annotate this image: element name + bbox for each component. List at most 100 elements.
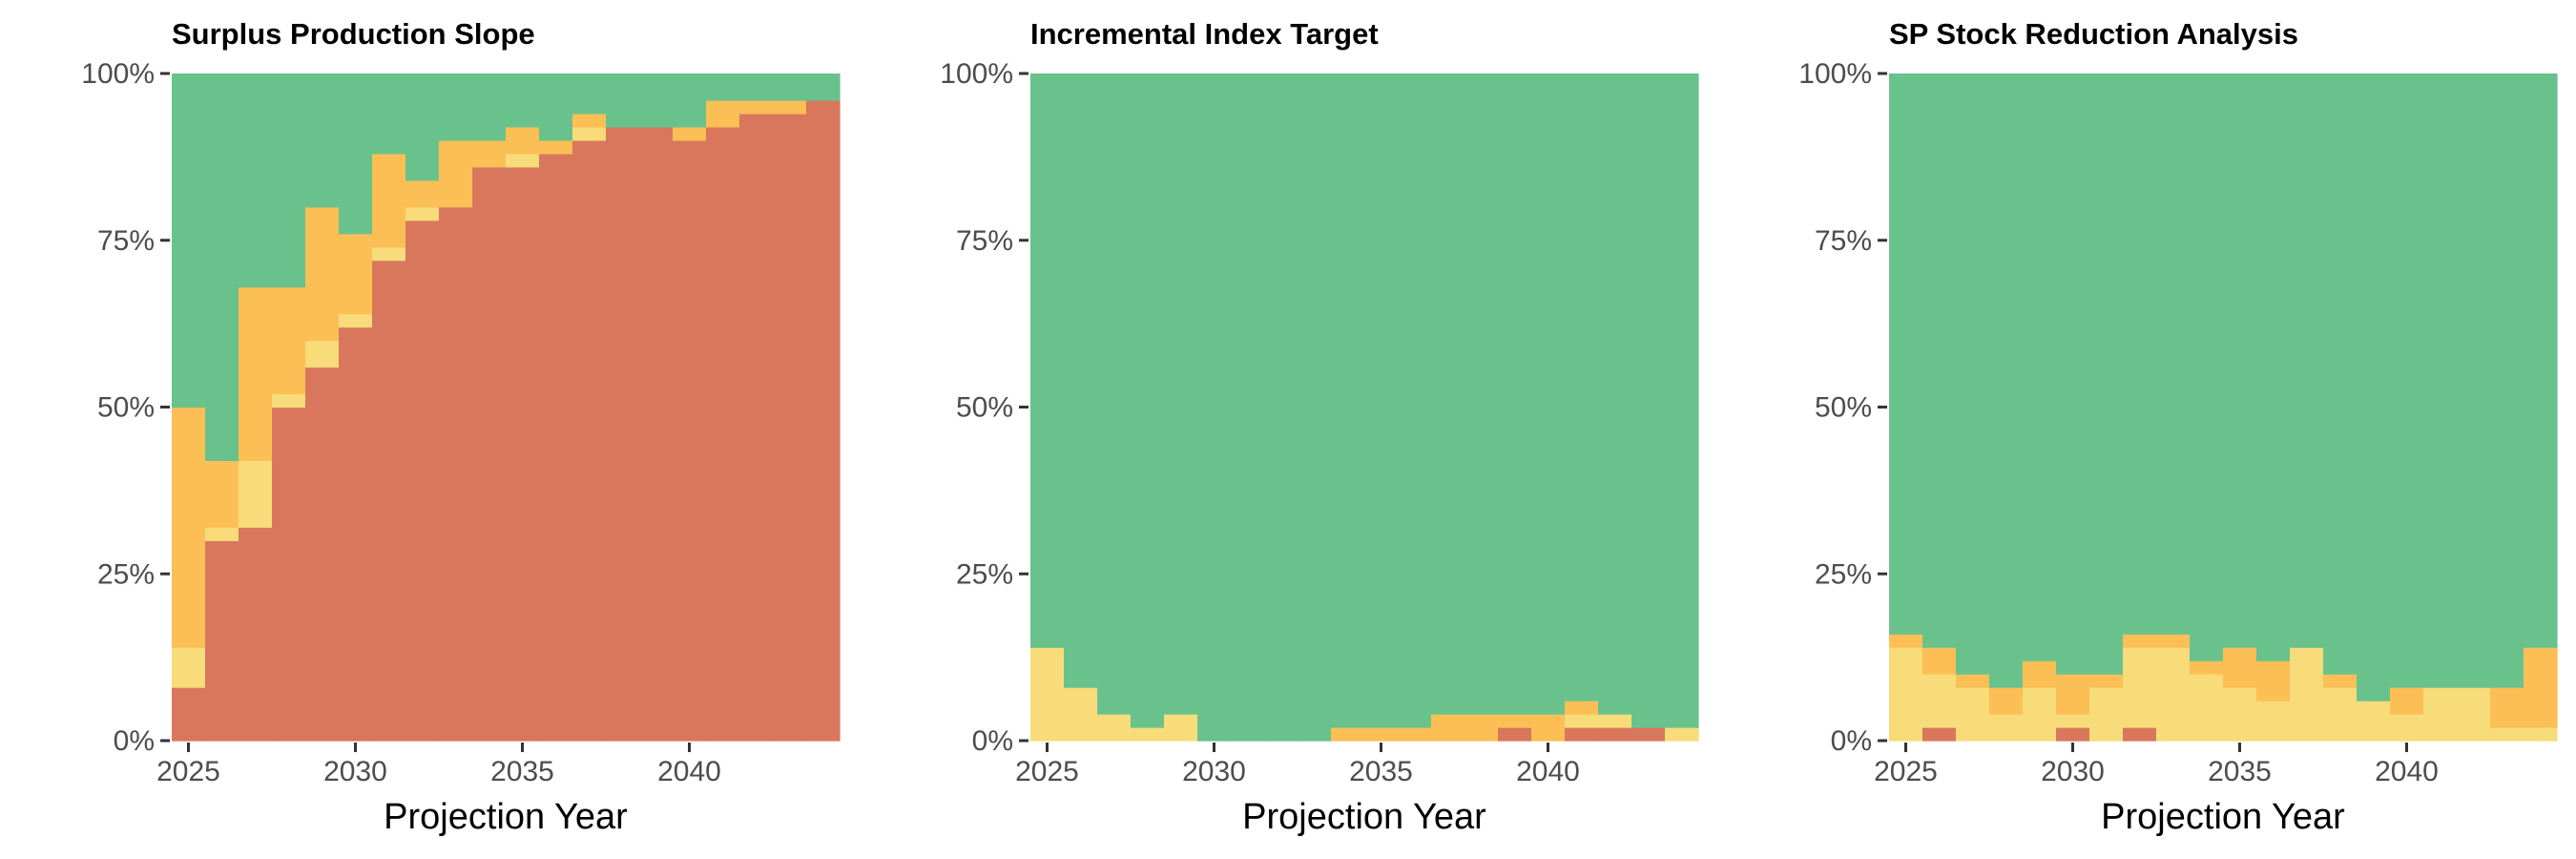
bar-segment-yellow xyxy=(405,206,440,221)
bar-segment-red xyxy=(1565,727,1599,742)
bar-segment-green xyxy=(1298,73,1332,742)
bar-segment-green xyxy=(2490,73,2524,688)
bar-segment-red xyxy=(606,126,640,742)
x-tick-label: 2035 xyxy=(2208,756,2272,787)
bar-segment-green xyxy=(1956,73,1990,675)
y-tick-label: 25% xyxy=(1815,558,1872,590)
bar-segment-orange xyxy=(472,139,507,168)
bar-segment-orange xyxy=(773,99,807,115)
bar-segment-orange xyxy=(1331,727,1365,742)
x-tick-label: 2030 xyxy=(323,756,387,787)
bar-segment-orange xyxy=(673,126,707,141)
bar-segment-orange xyxy=(2323,674,2358,688)
bar-segment-yellow xyxy=(1665,727,1699,742)
bar-segment-yellow xyxy=(2056,714,2090,728)
bar-segment-orange xyxy=(2223,647,2257,688)
bar-segment-red xyxy=(439,206,473,742)
bar-segment-green xyxy=(2123,73,2157,635)
bar-segment-green xyxy=(2056,73,2090,675)
bar-segment-green xyxy=(606,73,640,128)
bar-segment-green xyxy=(806,73,841,101)
bar-segment-yellow xyxy=(2190,674,2224,742)
bar-segment-green xyxy=(1989,73,2024,688)
bar-segment-yellow xyxy=(506,153,540,168)
bar-segment-green xyxy=(539,73,573,141)
bar-segment-green xyxy=(1197,73,1232,742)
bar-segment-red xyxy=(1498,727,1532,742)
bar-segment-yellow xyxy=(1598,714,1632,728)
x-axis-title: Projection Year xyxy=(384,797,628,837)
y-tick-label: 25% xyxy=(97,558,155,590)
bar-segment-orange xyxy=(2256,660,2291,702)
x-tick-label: 2030 xyxy=(1182,756,1246,787)
panel-incremental-index-target: Incremental Index Target 0% 25% 50% 75% 100%… xyxy=(940,17,1699,837)
bar-segment-green xyxy=(1231,73,1265,742)
bar-segment-green xyxy=(2256,73,2291,661)
bar-segment-orange xyxy=(2123,634,2157,648)
plot-area: 0% 25% 50% 75% 100% 2025 2030 2035 2040 xyxy=(940,58,1699,787)
y-tick-label: 75% xyxy=(97,225,155,257)
bar-segment-red xyxy=(806,99,841,742)
plot-area: 0% 25% 50% 75% 100% 2025 2030 2035 2040 xyxy=(81,58,841,787)
bar-segment-green xyxy=(2190,73,2224,661)
bar-segment-red xyxy=(405,220,440,742)
bar-segment-yellow xyxy=(372,246,406,262)
bar-segment-green xyxy=(1889,73,1923,635)
bar-segment-green xyxy=(1431,73,1465,715)
bar-segment-green xyxy=(239,73,273,288)
bar-segment-orange xyxy=(372,153,406,248)
bar-segment-green xyxy=(2290,73,2324,648)
bar-segment-yellow xyxy=(1922,674,1957,728)
bar-segment-red xyxy=(172,687,206,742)
bar-segment-red xyxy=(773,113,807,742)
bar-segment-red xyxy=(572,139,607,742)
x-tick-label: 2040 xyxy=(1516,756,1580,787)
bar-segment-green xyxy=(572,73,607,115)
bar-segment-orange xyxy=(1465,714,1499,742)
bar-segment-green xyxy=(673,73,707,128)
y-tick-label: 50% xyxy=(1815,392,1872,424)
y-tick-label: 0% xyxy=(114,725,155,757)
bar-segment-orange xyxy=(172,407,206,648)
bar-segment-green xyxy=(1665,73,1699,728)
bar-segment-green xyxy=(1465,73,1499,715)
bar-segment-green xyxy=(2323,73,2358,675)
panel-title: Surplus Production Slope xyxy=(172,17,535,51)
bar-segment-red xyxy=(272,407,306,742)
bar-segment-green xyxy=(339,73,373,235)
bar-segment-green xyxy=(2156,73,2191,635)
bar-segment-green xyxy=(1565,73,1599,702)
bar-segment-yellow xyxy=(572,126,607,141)
bar-segment-yellow xyxy=(2089,687,2124,742)
y-tick-label: 50% xyxy=(97,392,155,424)
bar-segment-yellow xyxy=(305,340,340,368)
bar-segment-green xyxy=(2357,73,2391,702)
bar-segment-orange xyxy=(1889,634,1923,648)
bar-segment-orange xyxy=(1956,674,1990,688)
bar-segment-green xyxy=(1922,73,1957,648)
bar-segment-yellow xyxy=(2123,647,2157,728)
bar-segment-red xyxy=(673,139,707,742)
y-tick-label: 100% xyxy=(81,58,155,90)
bar-segment-green xyxy=(1364,73,1399,728)
bar-segment-green xyxy=(205,73,239,462)
bar-segment-green xyxy=(639,73,674,128)
bar-segment-yellow xyxy=(2357,701,2391,742)
panel-sp-stock-reduction-analysis: SP Stock Reduction Analysis 0% 25% 50% 75% 1… xyxy=(1798,17,2558,837)
y-tick-label: 100% xyxy=(1798,58,1872,90)
bar-segment-green xyxy=(2457,73,2491,688)
y-tick-label: 100% xyxy=(940,58,1013,90)
bar-segment-yellow xyxy=(2023,687,2057,742)
bar-segment-orange xyxy=(572,113,607,128)
bar-segment-yellow xyxy=(272,393,306,409)
x-tick-label: 2025 xyxy=(1874,756,1938,787)
x-tick-label: 2035 xyxy=(490,756,554,787)
y-tick-label: 75% xyxy=(956,225,1013,257)
bar-segment-yellow xyxy=(339,313,373,328)
x-tick-label: 2025 xyxy=(1015,756,1079,787)
bar-segment-orange xyxy=(2524,647,2558,728)
y-tick-label: 0% xyxy=(972,725,1013,757)
bar-segment-red xyxy=(506,166,540,742)
bar-segment-orange xyxy=(2390,687,2424,715)
bar-segment-green xyxy=(1398,73,1432,728)
